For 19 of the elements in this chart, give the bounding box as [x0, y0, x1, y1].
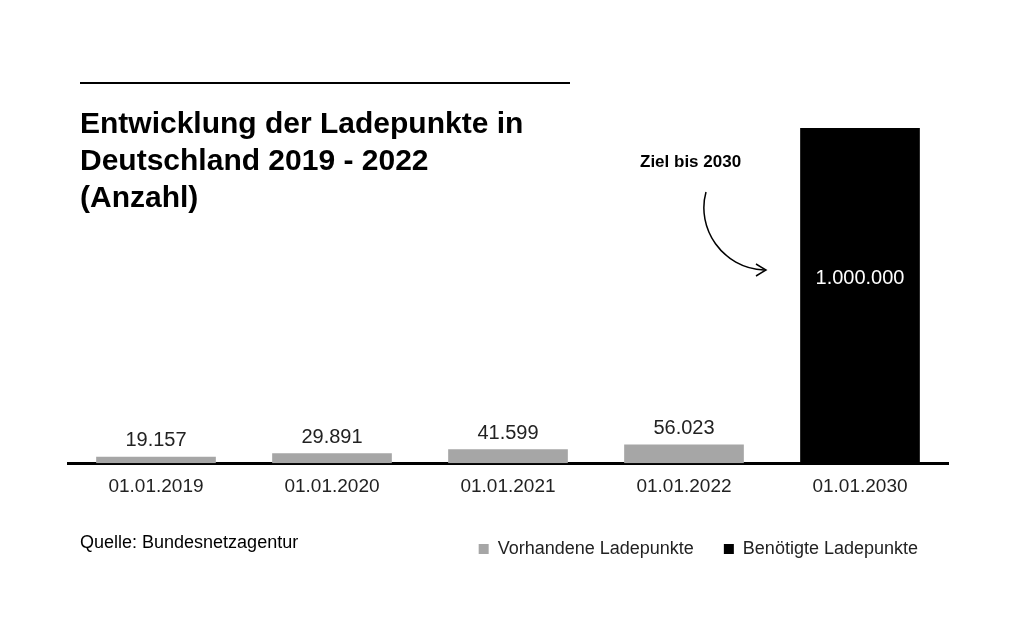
bar	[96, 456, 216, 464]
source-note: Quelle: Bundesnetzagentur	[80, 532, 299, 553]
data-label: 19.157	[125, 428, 187, 451]
legend-label: Benötigte Ladepunkte	[742, 537, 919, 558]
data-label: 56.023	[653, 415, 715, 438]
bar	[448, 449, 568, 464]
bar	[272, 453, 392, 464]
annotation: Ziel bis 2030	[640, 152, 742, 172]
legend-label: Vorhandene Ladepunkte	[497, 537, 694, 558]
x-tick-label: 01.01.2030	[812, 474, 908, 496]
x-tick-label: 01.01.2021	[460, 474, 556, 496]
data-label: 29.891	[301, 424, 363, 447]
data-label: 41.599	[477, 420, 539, 443]
x-tick-label: 01.01.2020	[284, 474, 380, 496]
bar	[624, 444, 744, 464]
text: Entwicklung der Ladepunkte in Deutschland 2019 - 2022 (Anzahl)	[80, 105, 525, 215]
x-tick-label: 01.01.2022	[636, 474, 732, 496]
x-tick-label: 01.01.2019	[108, 474, 204, 496]
data-label: 1.000.000	[815, 266, 905, 289]
